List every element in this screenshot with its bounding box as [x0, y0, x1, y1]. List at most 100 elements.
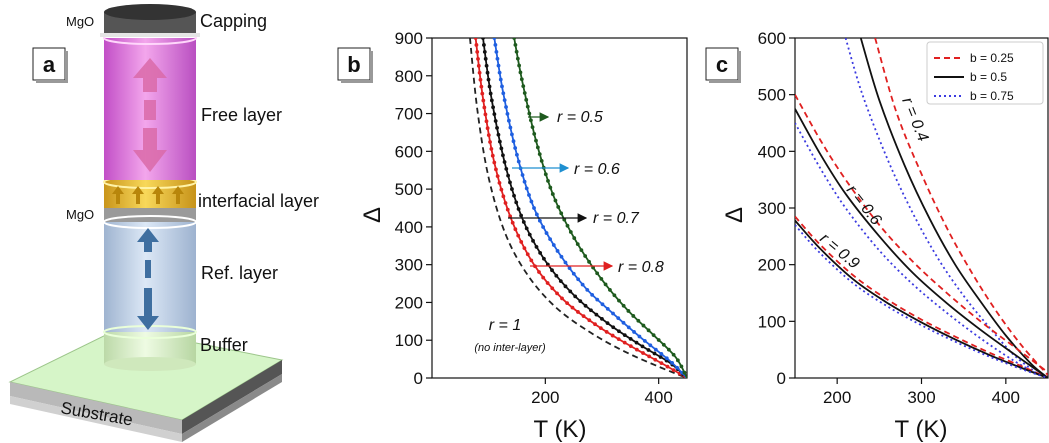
plot-b-series-marker: [492, 160, 497, 165]
annot-r08: r = 0.8: [618, 259, 664, 276]
panel-a-letter-box: a: [32, 47, 68, 83]
plot-b-series-marker: [610, 333, 615, 338]
plot-b-series-marker: [530, 125, 535, 130]
plot-b-series-marker: [537, 218, 542, 223]
plot-b-series-marker: [486, 133, 491, 137]
plot-c-series-line: [795, 122, 1041, 376]
plot-b-series-marker: [537, 152, 542, 157]
plot-b-series-marker: [506, 118, 511, 123]
panel-b-letter-box: b: [337, 47, 373, 83]
plot-b-series-marker: [565, 223, 570, 228]
plot-b-series-marker: [501, 153, 505, 158]
plot-b-series-marker: [529, 199, 534, 204]
plot-b-series-marker: [512, 38, 517, 40]
panel-c-letter-box: c: [705, 47, 741, 83]
plot-b-series-marker: [516, 207, 521, 211]
plot-b-ytick-label: 300: [395, 256, 423, 275]
plot-b-axes: 0 100 200 300 400 500 600 700 800 900 200 400: [395, 29, 673, 407]
label-ref-layer: Ref. layer: [201, 263, 278, 283]
label-mgo-mid: MgO: [66, 207, 94, 222]
plot-b-series-marker: [616, 316, 621, 321]
plot-b-series-marker: [600, 317, 604, 321]
plot-c-ytick-label: 400: [758, 142, 786, 161]
plot-b-series-marker: [617, 298, 621, 303]
plot-b-series-marker: [559, 211, 564, 216]
plot-b-series-marker: [475, 50, 480, 54]
plot-b-series-marker: [517, 63, 522, 68]
plot-b-xtick-label: 400: [644, 388, 672, 407]
plot-b-series-marker: [489, 98, 494, 103]
plot-c-series: [795, 38, 1048, 378]
plot-b-series-marker: [621, 320, 626, 325]
plot-b-series-marker: [551, 243, 556, 247]
plot-b-series-marker: [653, 357, 658, 362]
plot-b-series-marker: [664, 356, 669, 361]
plot-b-series-marker: [538, 250, 543, 255]
plot-b-frame: [431, 37, 688, 379]
plot-b-series-marker: [555, 249, 560, 253]
plot-b-series-marker: [600, 302, 605, 307]
plot-c-series-line: [859, 38, 1048, 378]
plot-c-xtick-label: 400: [992, 388, 1020, 407]
plot-b-series-marker: [485, 70, 490, 75]
plot-b-series-marker: [525, 104, 530, 109]
plot-b-series-marker: [499, 146, 504, 151]
plot-b-series-marker: [474, 43, 479, 47]
annot-r1-sub: (no inter-layer): [474, 342, 546, 354]
plot-b-series-marker: [656, 338, 661, 342]
plot-b-series-marker: [481, 38, 485, 40]
plot-b-series-marker: [550, 192, 555, 196]
plot-b-series-marker: [497, 139, 502, 144]
plot-b-series-marker: [484, 119, 489, 124]
plot-c-ytick-label: 300: [758, 199, 786, 218]
plot-b-series-marker: [560, 296, 564, 301]
plot-c-axes: 0 100 200 300 400 500 600 200 300 400: [758, 29, 1020, 407]
plot-b-series-marker: [647, 354, 652, 359]
annot-r07: r = 0.7: [593, 210, 640, 227]
plot-c-xtick-label: 300: [907, 388, 935, 407]
plot-b-series-marker: [583, 303, 588, 308]
plot-b-series-marker: [568, 289, 573, 294]
plot-b-series-marker: [505, 111, 510, 116]
plot-b-series-marker: [488, 140, 492, 144]
plot-b-series-marker: [520, 173, 525, 177]
plot-b-series-marker: [542, 256, 546, 261]
plot-b-ytick-label: 0: [414, 369, 423, 388]
plot-b-series-marker: [491, 105, 495, 110]
plot-b-series-marker: [525, 252, 530, 257]
plot-b-series-marker: [514, 200, 519, 205]
plot-b-series-marker: [653, 347, 658, 352]
plot-b-series-marker: [481, 98, 486, 103]
plot-c-ylabel: Δ: [721, 207, 748, 223]
plot-b-series-marker: [504, 166, 509, 171]
plot-b-series-marker: [563, 284, 568, 289]
plot-c-ytick-label: 500: [758, 86, 786, 105]
plot-b-series-marker: [590, 292, 595, 297]
plot-b-series-marker: [473, 38, 478, 40]
plot-b-series-marker: [494, 49, 499, 54]
plot-c-series-line: [795, 219, 1048, 378]
plot-b-series-marker: [599, 276, 604, 281]
plot-b-series-marker: [626, 325, 631, 330]
plot-b-series-marker: [527, 193, 531, 197]
plot-b-series-marker: [671, 368, 676, 372]
plot-b-series-marker: [611, 325, 616, 330]
plot-b-series-marker: [485, 126, 490, 131]
plot-b-series-marker: [510, 220, 515, 225]
plot-b-series-marker: [646, 328, 651, 333]
plot-b-ytick-label: 700: [395, 105, 423, 124]
plot-b-series-marker: [512, 193, 516, 198]
plot-b-series-marker: [479, 84, 484, 89]
plot-b-series-marker: [632, 330, 636, 334]
plot-b-series-marker: [682, 370, 687, 375]
plot-b-series-marker: [508, 214, 513, 219]
plot-b-series-marker: [522, 246, 527, 251]
plot-b-series-marker: [637, 334, 642, 339]
plot-b-series-marker: [490, 153, 495, 158]
plot-b-series-marker: [503, 201, 508, 205]
plot-b-series-marker: [567, 266, 572, 271]
plot-b-series-marker: [550, 286, 555, 291]
plot-b-series-marker: [555, 291, 559, 296]
plot-b-series-marker: [562, 217, 567, 222]
